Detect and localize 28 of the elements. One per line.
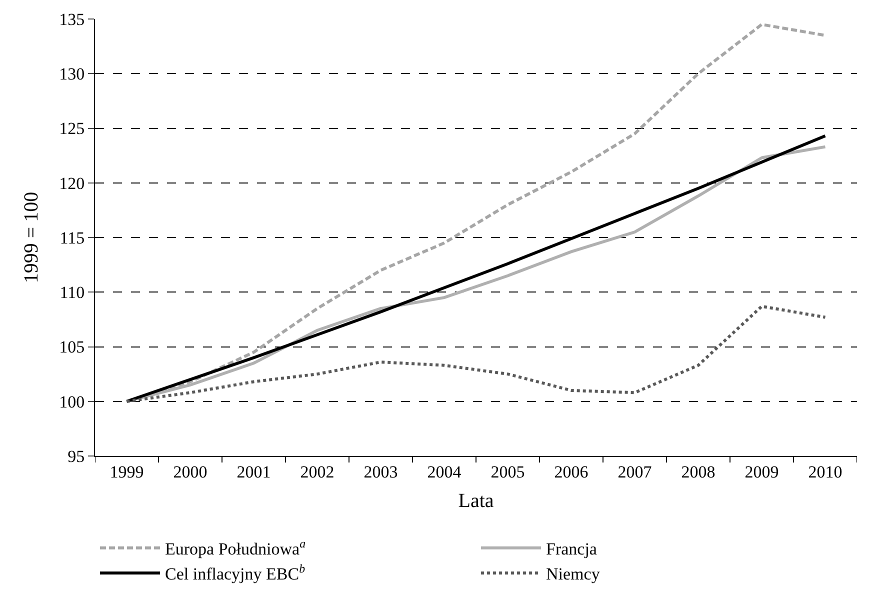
x-tick-label: 2005 (490, 462, 525, 482)
legend-label: Niemcy (546, 564, 600, 584)
x-tick-label: 2003 (364, 462, 398, 482)
x-tick-label: 2002 (300, 462, 334, 482)
x-tick-label: 2009 (744, 462, 779, 482)
x-tick-label: 2001 (236, 462, 271, 482)
y-tick-label: 105 (59, 338, 85, 357)
x-tick-label: 2008 (681, 462, 716, 482)
x-tick-label: 2006 (554, 462, 588, 482)
x-tick-label: 2000 (173, 462, 208, 482)
y-tick-label: 130 (59, 64, 85, 84)
y-tick-label: 95 (68, 446, 85, 466)
x-tick-label: 1999 (110, 462, 144, 482)
legend-label: Francja (546, 539, 598, 558)
x-tick-label: 2004 (427, 462, 462, 482)
x-tick-label: 2010 (808, 462, 842, 482)
y-axis-title: 1999 = 100 (20, 192, 43, 284)
legend-label: Europa Południowa$^{a}$ (165, 536, 306, 558)
y-tick-label: 120 (59, 174, 85, 193)
y-tick-label: 100 (59, 392, 85, 412)
line-series (125, 304, 827, 403)
x-axis-title: Lata (458, 490, 494, 512)
y-tick-label: 115 (60, 228, 85, 248)
y-tick-label: 135 (59, 10, 85, 29)
y-tick-label: 110 (60, 283, 85, 302)
y-tick-label: 125 (59, 119, 85, 138)
x-tick-label: 2007 (618, 462, 652, 482)
legend-label: Cel inflacyjny EBC$^{b}$ (165, 561, 306, 584)
